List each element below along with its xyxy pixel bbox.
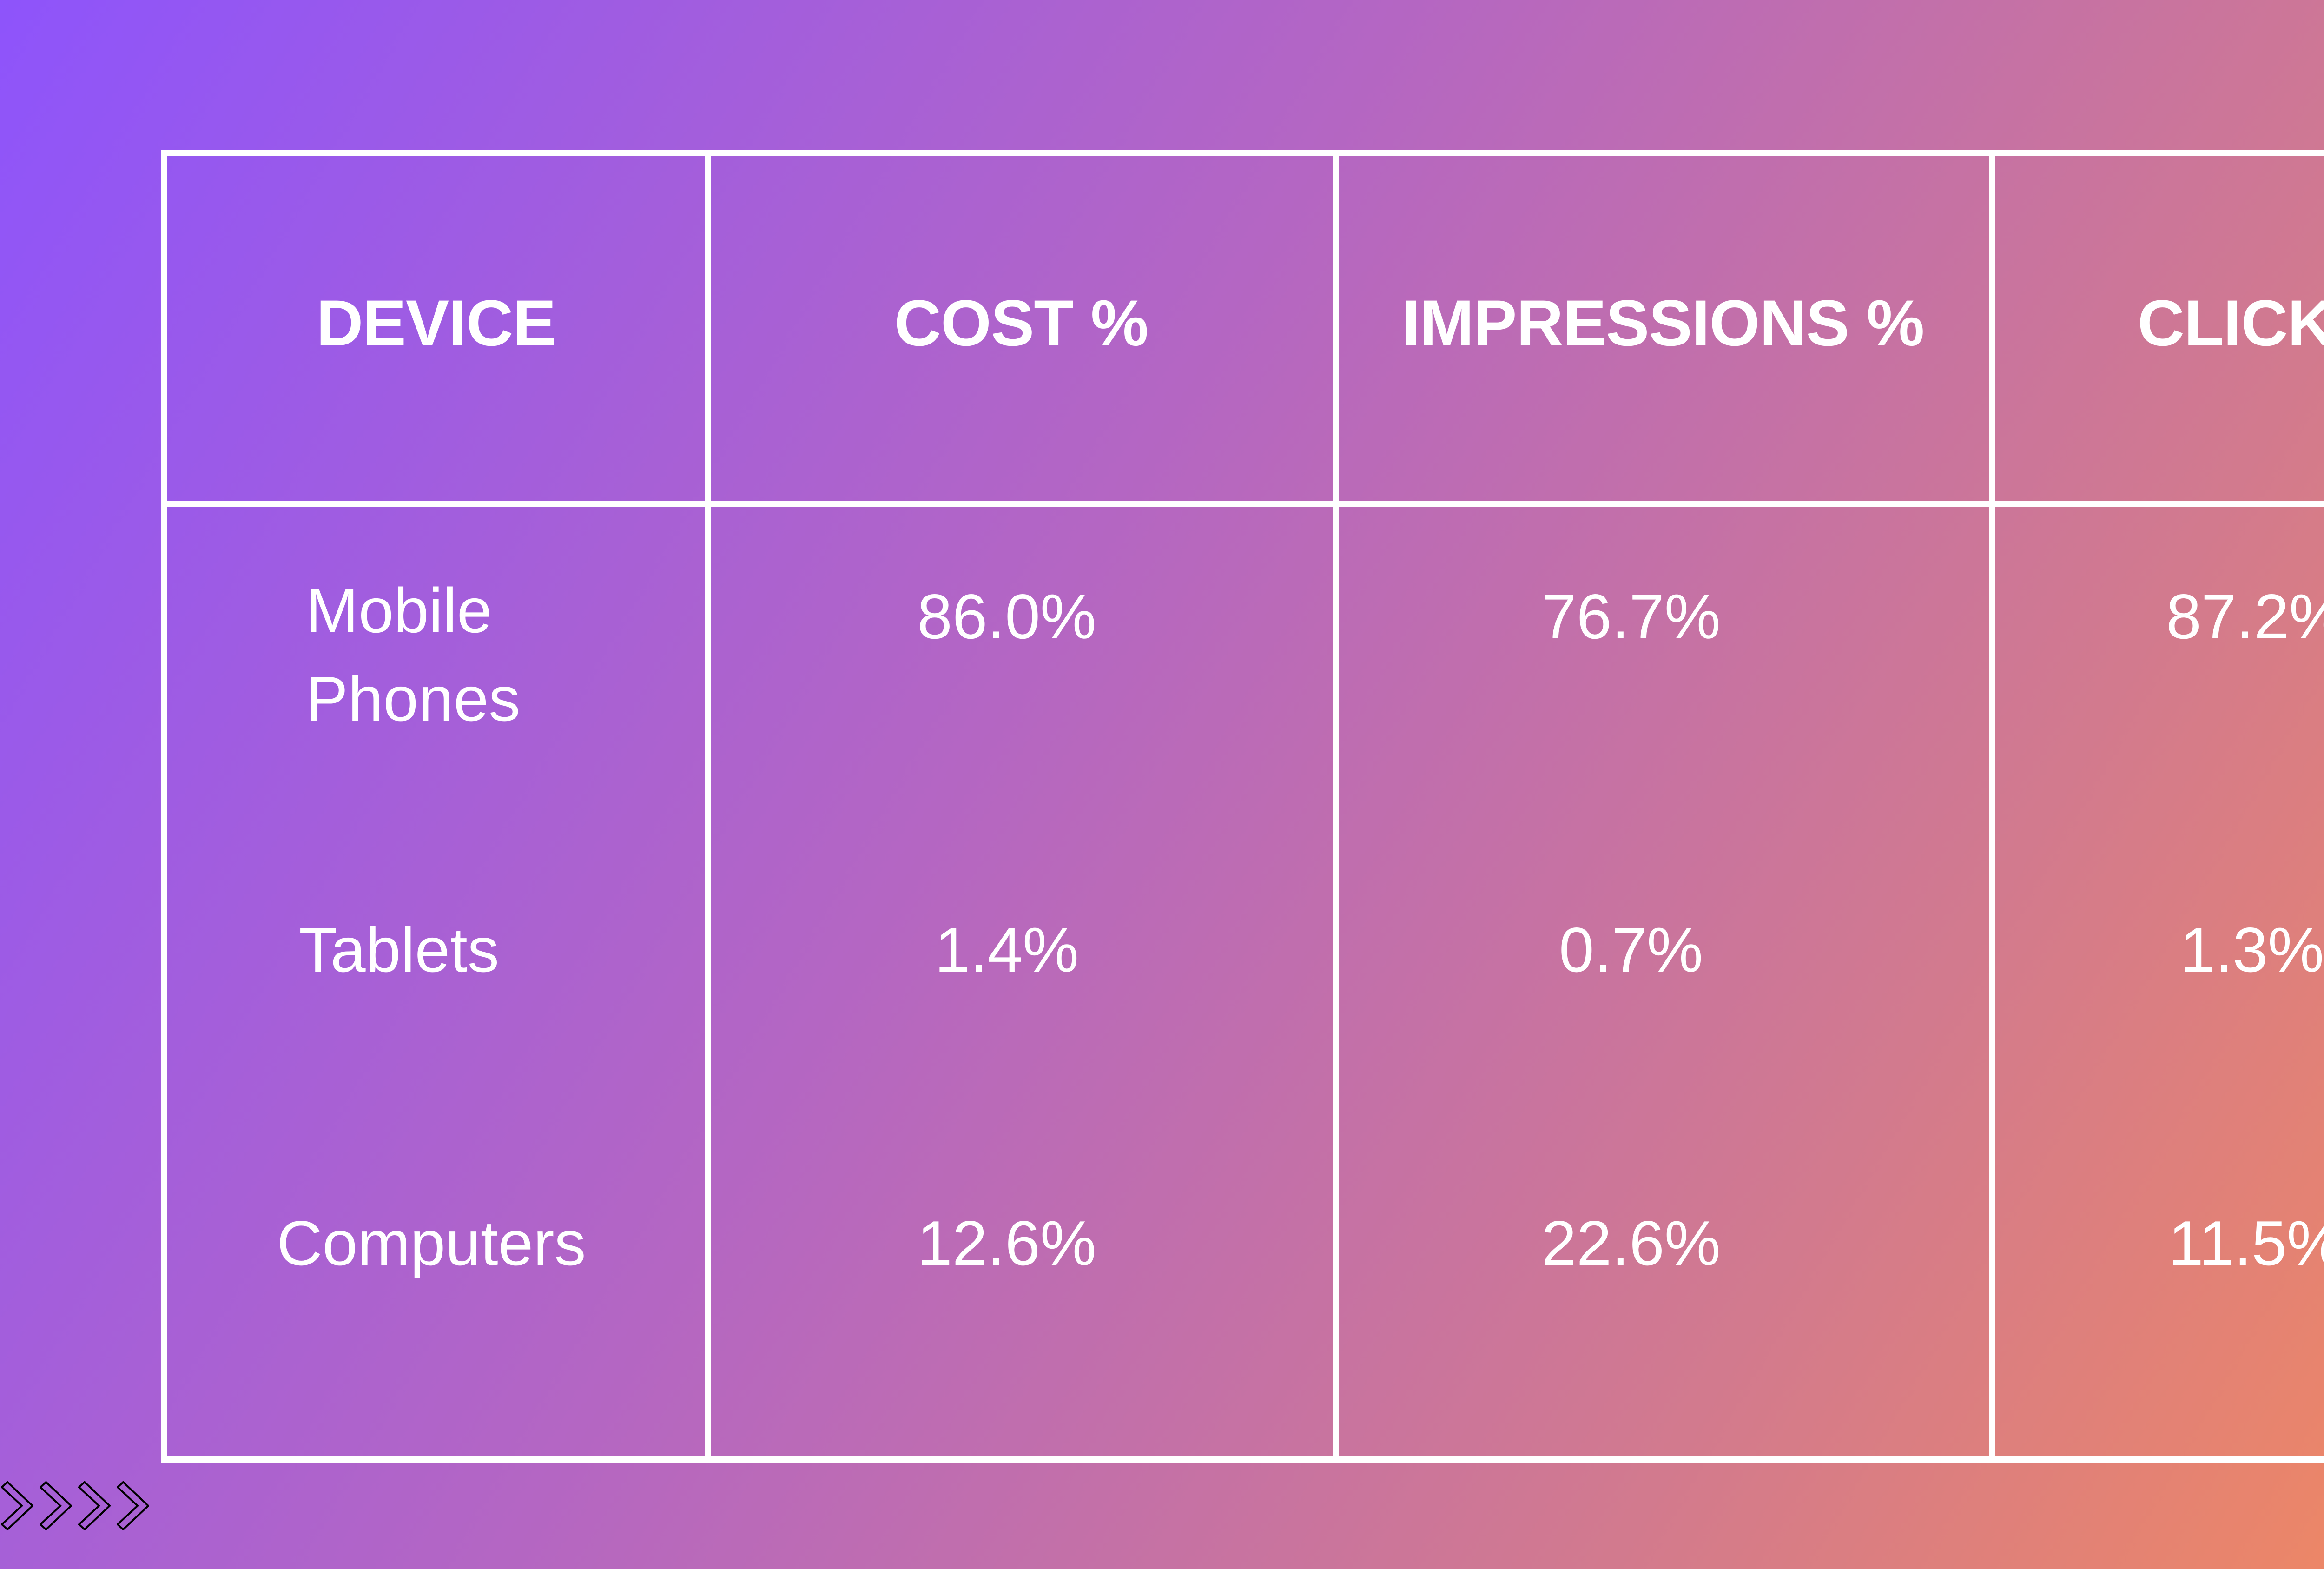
column-header-device: DEVICE <box>316 286 556 359</box>
row-computers-clicks: 11.5% <box>2168 1208 2324 1278</box>
row-mobile-device-label: Mobile Phones <box>306 566 520 743</box>
device-label-line1: Mobile <box>306 575 492 646</box>
row-mobile-impressions: 76.7% <box>1541 581 1721 652</box>
row-tablets-clicks: 1.3% <box>2180 914 2324 985</box>
row-mobile-cost: 86.0% <box>917 581 1096 652</box>
row-tablets-impressions: 0.7% <box>1559 914 1703 985</box>
column-divider-2 <box>1333 156 1339 1456</box>
row-computers-cost: 12.6% <box>917 1208 1096 1278</box>
header-divider <box>167 501 2324 507</box>
chevron-right-icon <box>117 1481 149 1530</box>
column-header-impressions: IMPRESSIONS % <box>1402 286 1925 359</box>
decorative-arrows-bottom-left <box>1 1481 149 1530</box>
row-tablets-device-label: Tablets <box>299 914 499 985</box>
column-header-cost: COST % <box>894 286 1149 359</box>
column-divider-3 <box>1989 156 1995 1456</box>
row-tablets-cost: 1.4% <box>935 914 1079 985</box>
device-label-line2: Phones <box>306 663 521 734</box>
device-stats-table <box>161 150 2324 1463</box>
row-computers-device-label: Computers <box>277 1208 586 1278</box>
row-mobile-clicks: 87.2% <box>2166 581 2324 652</box>
row-computers-impressions: 22.6% <box>1541 1208 1721 1278</box>
chevron-right-icon <box>78 1481 111 1530</box>
chevron-right-icon <box>40 1481 72 1530</box>
column-divider-1 <box>705 156 711 1456</box>
chevron-right-icon <box>1 1481 33 1530</box>
column-header-clicks: CLICKS % <box>2137 286 2324 359</box>
